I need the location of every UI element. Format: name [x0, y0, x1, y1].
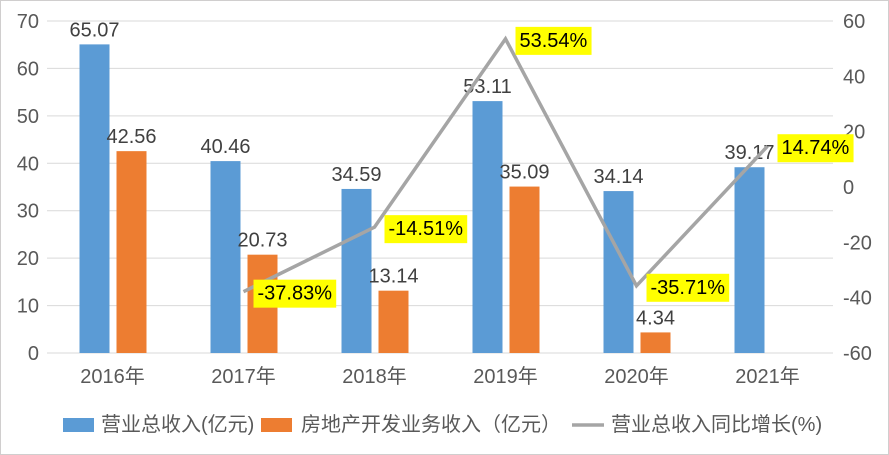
category-axis-labels: 2016年 2017年 2018年 2019年 2020年 2021年 — [80, 365, 800, 388]
growth-value-label: 14.74% — [782, 137, 850, 159]
growth-value-label: -37.83% — [258, 283, 333, 305]
right-axis-tick-label: 60 — [843, 11, 865, 33]
legend-swatch-realestate-revenue — [261, 418, 292, 432]
bar-value-label: 34.14 — [593, 166, 643, 188]
right-axis-tick-label: -60 — [843, 343, 872, 365]
legend-item-realestate-revenue: 房地产开发业务收入（亿元） — [261, 413, 561, 436]
legend: 营业总收入(亿元) 房地产开发业务收入（亿元） 营业总收入同比增长(%) — [63, 413, 822, 436]
left-axis-tick-label: 0 — [28, 343, 39, 365]
bar-value-label: 34.59 — [331, 164, 381, 186]
right-axis-tick-label: 40 — [843, 66, 865, 88]
bar-realestate-revenue — [116, 151, 147, 353]
bar-total-revenue — [734, 167, 765, 353]
category-label: 2021年 — [735, 365, 800, 388]
left-axis-tick-label: 40 — [17, 153, 39, 175]
category-label: 2020年 — [604, 365, 669, 388]
bar-total-revenue — [341, 188, 372, 353]
right-axis-tick-label: -20 — [843, 232, 872, 254]
gridlines — [47, 20, 833, 354]
legend-item-growth: 营业总收入同比增长(%) — [572, 413, 822, 436]
bar-realestate-revenue — [378, 290, 409, 353]
bar-total-revenue — [472, 101, 503, 353]
left-axis-tick-label: 20 — [17, 248, 39, 270]
left-axis-tick-label: 30 — [17, 201, 39, 223]
category-label: 2019年 — [473, 365, 538, 388]
growth-value-label-highlight — [515, 26, 592, 55]
left-axis-tick-label: 50 — [17, 106, 39, 128]
growth-value-label: -35.71% — [651, 277, 726, 299]
legend-label-total-revenue: 营业总收入(亿元) — [101, 413, 254, 436]
left-axis-labels: 0 10 20 30 40 50 60 70 — [17, 11, 39, 365]
bar-value-label: 4.34 — [636, 307, 675, 329]
legend-label-realestate-revenue: 房地产开发业务收入（亿元） — [301, 413, 561, 436]
bar-value-label: 35.09 — [499, 162, 549, 184]
bar-value-label: 13.14 — [368, 266, 418, 288]
growth-value-label: 53.54% — [520, 30, 588, 52]
bar-total-revenue — [79, 44, 110, 353]
growth-line — [242, 35, 769, 294]
growth-value-label-highlight — [384, 215, 468, 244]
category-label: 2016年 — [80, 365, 145, 388]
bar-value-label: 42.56 — [106, 126, 156, 148]
category-label: 2017年 — [211, 365, 276, 388]
legend-swatch-total-revenue — [63, 418, 94, 432]
legend-item-total-revenue: 营业总收入(亿元) — [63, 413, 254, 436]
growth-line-series — [242, 35, 769, 294]
growth-value-label: -14.51% — [389, 218, 464, 240]
bar-value-label: 39.17 — [724, 142, 774, 164]
category-label: 2018年 — [342, 365, 407, 388]
right-axis-tick-label: -40 — [843, 288, 872, 310]
bar-total-revenue — [210, 161, 241, 353]
growth-value-label-highlight — [253, 279, 337, 308]
growth-value-labels: -37.83% -14.51% 53.54% -35.71% 14.74% — [253, 26, 854, 308]
bar-value-label: 20.73 — [237, 230, 287, 252]
left-axis-tick-label: 60 — [17, 58, 39, 80]
bar-value-label: 40.46 — [200, 136, 250, 158]
growth-value-label-highlight — [777, 134, 854, 163]
legend-label-growth: 营业总收入同比增长(%) — [611, 413, 822, 436]
left-axis-tick-label: 10 — [17, 296, 39, 318]
bar-series — [79, 44, 765, 353]
left-axis-tick-label: 70 — [17, 11, 39, 33]
bar-value-label: 65.07 — [69, 19, 119, 41]
growth-value-label-highlight — [646, 273, 730, 302]
bar-realestate-revenue — [509, 186, 540, 353]
right-axis-tick-label: 0 — [843, 177, 854, 199]
bar-realestate-revenue — [640, 332, 671, 353]
